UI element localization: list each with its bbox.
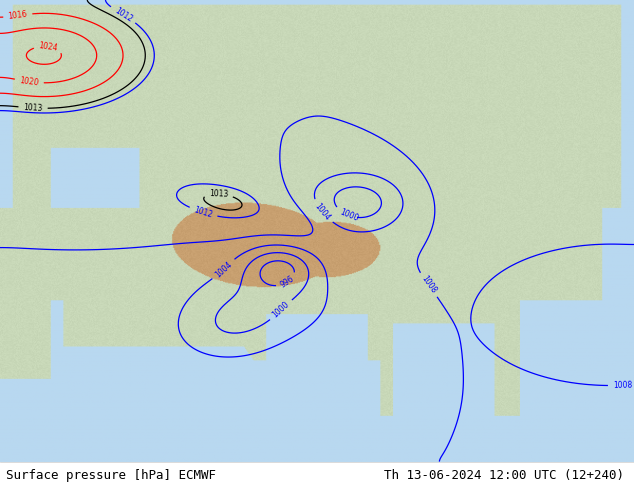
Text: 1004: 1004: [313, 201, 332, 222]
Text: 1013: 1013: [209, 189, 228, 199]
Text: 1013: 1013: [23, 103, 43, 113]
Text: 1012: 1012: [113, 6, 134, 24]
Text: 996: 996: [279, 274, 296, 290]
Text: 1000: 1000: [271, 300, 291, 320]
Text: Surface pressure [hPa] ECMWF: Surface pressure [hPa] ECMWF: [6, 469, 216, 482]
Text: 1008: 1008: [613, 381, 632, 390]
Text: 1012: 1012: [193, 205, 214, 220]
Text: 1008: 1008: [420, 274, 438, 295]
Text: 1020: 1020: [19, 76, 39, 87]
Text: 1000: 1000: [338, 208, 359, 223]
Text: 1004: 1004: [214, 259, 234, 279]
Text: 1016: 1016: [8, 10, 28, 21]
Text: Th 13-06-2024 12:00 UTC (12+240): Th 13-06-2024 12:00 UTC (12+240): [384, 469, 624, 482]
Text: 1024: 1024: [38, 41, 58, 52]
